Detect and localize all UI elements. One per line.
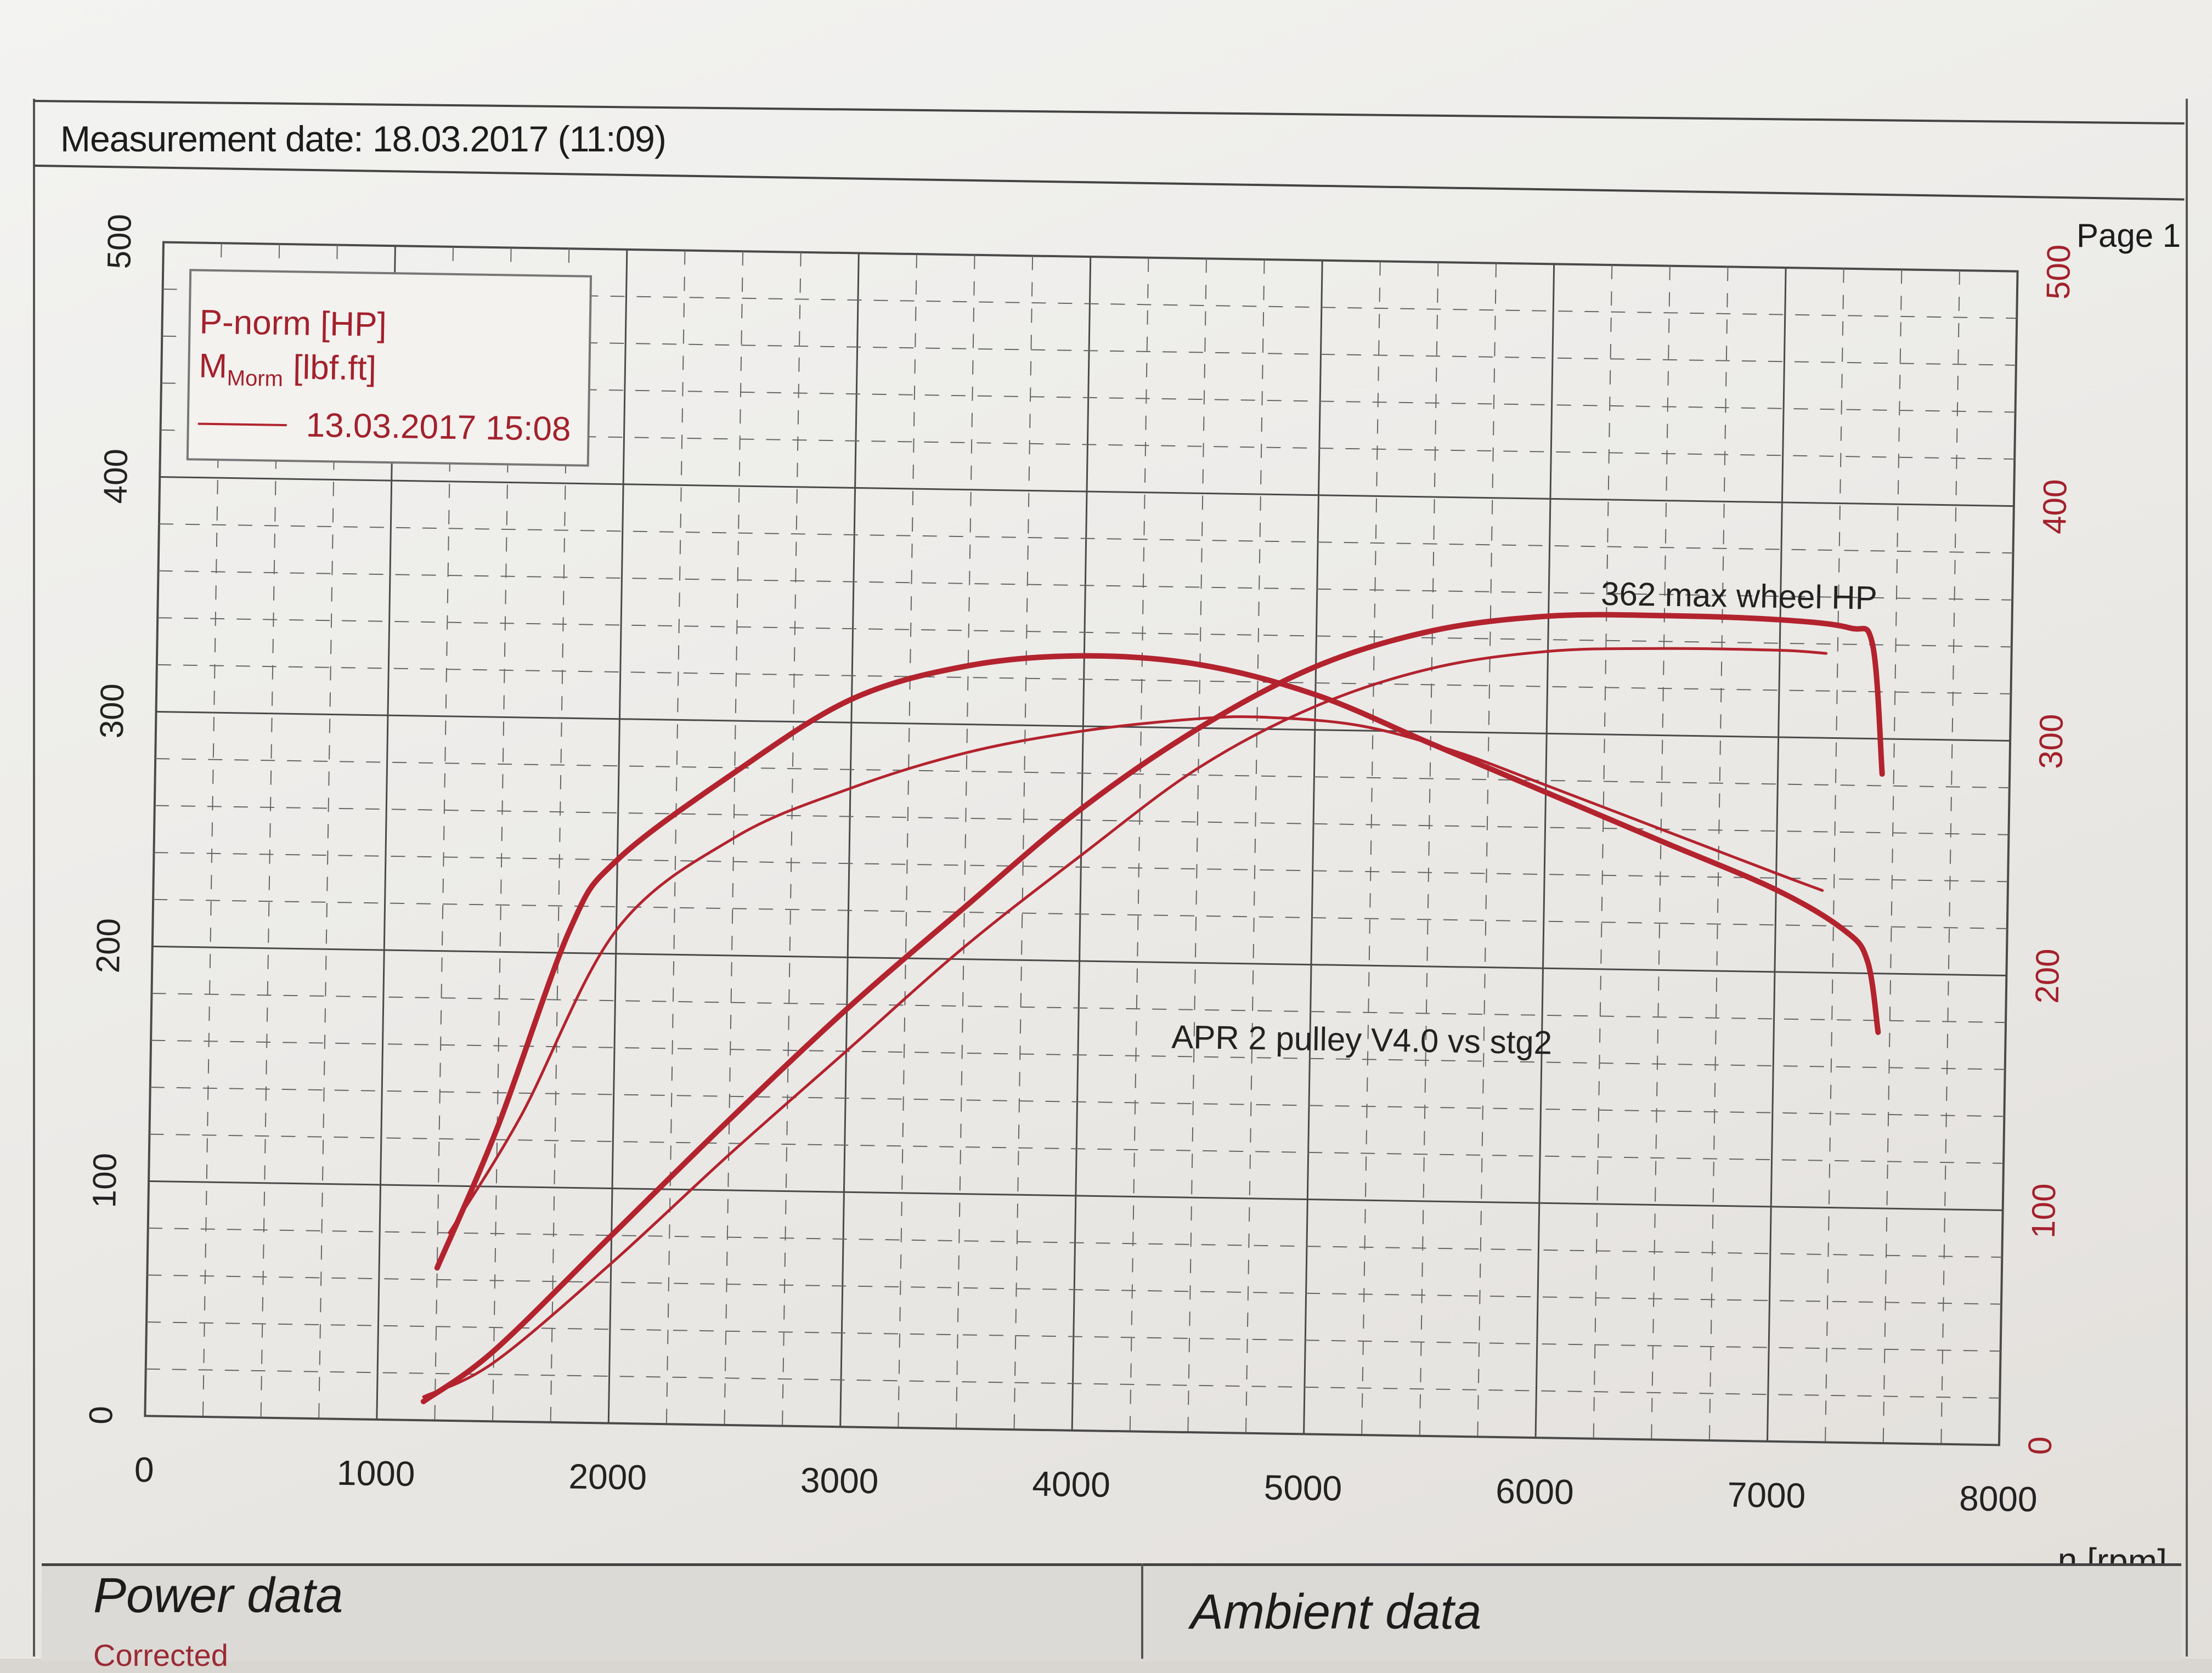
grid-major-horizontal [156, 710, 2011, 742]
left-y-tick-label: 100 [86, 1153, 123, 1208]
grid-minor-horizontal [151, 1039, 2005, 1070]
page-number: Page 1 [2076, 217, 2181, 254]
corrected-label: Corrected [93, 1638, 228, 1672]
grid-minor-horizontal [158, 570, 2013, 601]
grid-minor-vertical [898, 254, 917, 1428]
x-tick-label: 0 [134, 1450, 154, 1490]
right-y-tick-label: 200 [2029, 948, 2067, 1004]
series-power-reference [422, 647, 1828, 1398]
grid-minor-vertical [1013, 256, 1034, 1430]
chart-grid [144, 241, 2019, 1446]
legend-box [186, 269, 592, 467]
measurement-date: Measurement date: 18.03.2017 (11:09) [60, 118, 667, 159]
grid-minor-vertical [1940, 270, 1960, 1444]
legend-run-swatch [198, 422, 287, 427]
series-torque-reference [448, 715, 1824, 1235]
right-y-tick-label: 400 [2036, 479, 2074, 534]
grid-minor-vertical [1419, 262, 1439, 1436]
grid-major-vertical [607, 249, 628, 1423]
grid-minor-horizontal [157, 617, 2012, 648]
power-data-heading: Power data [93, 1568, 343, 1623]
grid-minor-horizontal [160, 429, 2015, 460]
grid-minor-horizontal [149, 1133, 2004, 1164]
grid-minor-vertical [1651, 265, 1671, 1440]
left-y-tick-label: 400 [97, 449, 134, 504]
annotation-comparison: APR 2 pulley V4.0 vs stg2 [1171, 1019, 1553, 1061]
grid-minor-vertical [1708, 267, 1729, 1441]
grid-minor-horizontal [155, 758, 2010, 789]
grid-major-vertical [1534, 264, 1555, 1438]
grid-minor-vertical [1129, 257, 1149, 1432]
x-tick-label: 2000 [568, 1456, 647, 1497]
grid-minor-horizontal [151, 992, 2006, 1024]
grid-minor-vertical [665, 250, 686, 1425]
grid-major-horizontal [160, 476, 2014, 507]
grid-minor-vertical [1477, 263, 1497, 1437]
left-y-tick-label: 300 [93, 683, 131, 739]
grid-minor-vertical [1825, 268, 1844, 1443]
data-section-band [42, 1563, 2181, 1661]
grid-minor-horizontal [159, 523, 2013, 554]
grid-major-vertical [1766, 267, 1787, 1442]
chart-legend: P-norm [HP] MMorm [lbf.ft] 13.03.2017 15:… [186, 269, 592, 467]
legend-torque-label: MMorm [lbf.ft] [199, 347, 377, 393]
data-section-divider [1141, 1563, 1143, 1659]
grid-minor-vertical [1187, 258, 1207, 1433]
grid-minor-vertical [1593, 265, 1613, 1439]
series-power-current [420, 612, 1885, 1405]
grid-minor-vertical [782, 252, 802, 1426]
grid-major-horizontal [152, 945, 2007, 976]
grid-minor-horizontal [147, 1274, 2001, 1305]
grid-minor-horizontal [150, 1087, 2005, 1117]
grid-major-vertical [1071, 257, 1092, 1431]
grid-minor-horizontal [161, 382, 2016, 413]
x-tick-label: 6000 [1496, 1471, 1574, 1512]
grid-minor-vertical [1361, 261, 1381, 1435]
x-tick-label: 4000 [1032, 1464, 1110, 1505]
legend-run-date: 13.03.2017 15:08 [306, 406, 571, 449]
x-tick-label: 5000 [1263, 1467, 1342, 1508]
sheet-frame [33, 99, 2188, 1657]
right-y-tick-label: 100 [2025, 1183, 2063, 1239]
grid-minor-horizontal [145, 1368, 2000, 1399]
legend-torque-unit: [lbf.ft] [293, 348, 377, 387]
series-torque-current [434, 653, 1881, 1271]
grid-minor-horizontal [162, 335, 2016, 366]
grid-minor-horizontal [162, 289, 2017, 319]
grid-minor-horizontal [146, 1321, 2001, 1352]
annotation-max-hp: 362 max wheel HP [1601, 575, 1878, 617]
grid-major-horizontal [149, 1180, 2003, 1211]
grid-minor-horizontal [156, 664, 2011, 694]
legend-torque-subscript: Morm [227, 366, 283, 391]
right-y-tick-label: 300 [2032, 714, 2070, 769]
grid-minor-horizontal [148, 1227, 2002, 1258]
right-y-tick-label: 0 [2022, 1436, 2059, 1455]
grid-minor-vertical [1882, 269, 1903, 1444]
x-tick-label: 3000 [800, 1460, 878, 1501]
left-y-tick-label: 500 [100, 214, 138, 269]
right-y-tick-label: 500 [2040, 244, 2078, 299]
grid-minor-horizontal [154, 805, 2009, 835]
x-tick-label: 1000 [337, 1453, 415, 1494]
grid-minor-vertical [955, 255, 975, 1429]
axis-ticks: 0 1000 2000 3000 4000 5000 6000 7000 80000100200… [82, 214, 2078, 1519]
grid-minor-horizontal [153, 898, 2007, 929]
grid-major-vertical [1303, 260, 1323, 1434]
ambient-data-heading: Ambient data [1190, 1585, 1482, 1640]
left-y-tick-label: 0 [82, 1406, 120, 1425]
grid-minor-horizontal [154, 852, 2008, 883]
legend-power-label: P-norm [HP] [199, 303, 387, 344]
x-tick-label: 7000 [1727, 1475, 1805, 1516]
left-y-tick-label: 200 [89, 918, 127, 974]
x-tick-label: 8000 [1959, 1478, 2038, 1519]
grid-major-vertical [839, 253, 860, 1427]
grid-minor-vertical [1245, 259, 1265, 1433]
legend-torque-symbol: M [199, 347, 228, 386]
curve-series [420, 612, 1885, 1405]
